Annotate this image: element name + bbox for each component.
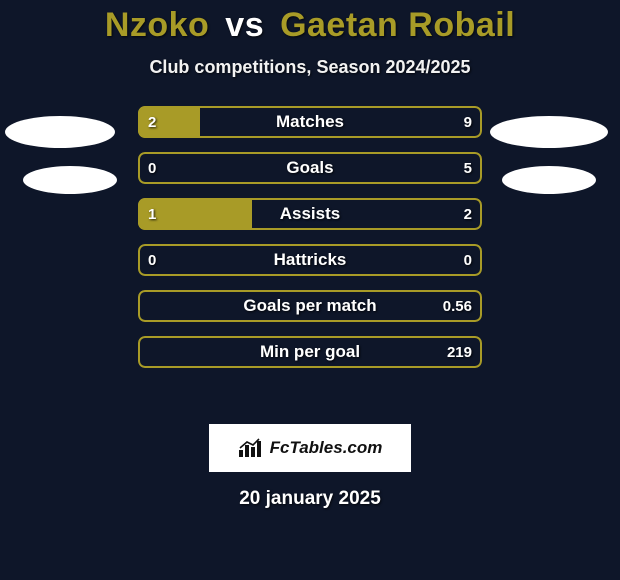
bar-fill-player2 xyxy=(138,336,482,368)
bar-value-right: 5 xyxy=(464,152,472,184)
title-player2: Gaetan Robail xyxy=(280,6,515,44)
bar-value-right: 9 xyxy=(464,106,472,138)
bar-label: Hattricks xyxy=(138,244,482,276)
stat-bar: 12Assists xyxy=(138,198,482,230)
chart-icon xyxy=(238,438,264,458)
bar-value-right: 219 xyxy=(447,336,472,368)
stat-bar: 219Min per goal xyxy=(138,336,482,368)
bar-outline xyxy=(138,244,482,276)
bar-value-left: 0 xyxy=(148,244,156,276)
bar-value-left: 1 xyxy=(148,198,156,230)
bar-value-right: 0.56 xyxy=(443,290,472,322)
bar-fill-player2 xyxy=(138,290,482,322)
bar-fill-player2 xyxy=(252,198,482,230)
decorative-ellipse xyxy=(23,166,117,194)
decorative-ellipse xyxy=(490,116,608,148)
stat-bar: 29Matches xyxy=(138,106,482,138)
subtitle: Club competitions, Season 2024/2025 xyxy=(0,57,620,78)
bar-fill-player2 xyxy=(138,152,482,184)
source-badge-text: FcTables.com xyxy=(270,438,383,458)
infographic-container: Nzoko vs Gaetan Robail Club competitions… xyxy=(0,0,620,580)
source-badge: FcTables.com xyxy=(209,424,411,472)
chart-area: 29Matches05Goals12Assists00Hattricks0.56… xyxy=(0,106,620,406)
title-vs: vs xyxy=(225,6,264,44)
page-title: Nzoko vs Gaetan Robail xyxy=(0,6,620,45)
stat-bar: 0.56Goals per match xyxy=(138,290,482,322)
bar-value-left: 2 xyxy=(148,106,156,138)
stat-bar: 0 0Hattricks xyxy=(138,244,482,276)
bar-fill-player2 xyxy=(200,106,482,138)
decorative-ellipse xyxy=(5,116,115,148)
bar-value-right: 0 xyxy=(464,244,472,276)
title-player1: Nzoko xyxy=(105,6,210,44)
bar-value-left: 0 xyxy=(148,152,156,184)
decorative-ellipse xyxy=(502,166,596,194)
bar-value-right: 2 xyxy=(464,198,472,230)
date-label: 20 january 2025 xyxy=(0,488,620,510)
stat-bar: 05Goals xyxy=(138,152,482,184)
bars-container: 29Matches05Goals12Assists00Hattricks0.56… xyxy=(138,106,482,382)
